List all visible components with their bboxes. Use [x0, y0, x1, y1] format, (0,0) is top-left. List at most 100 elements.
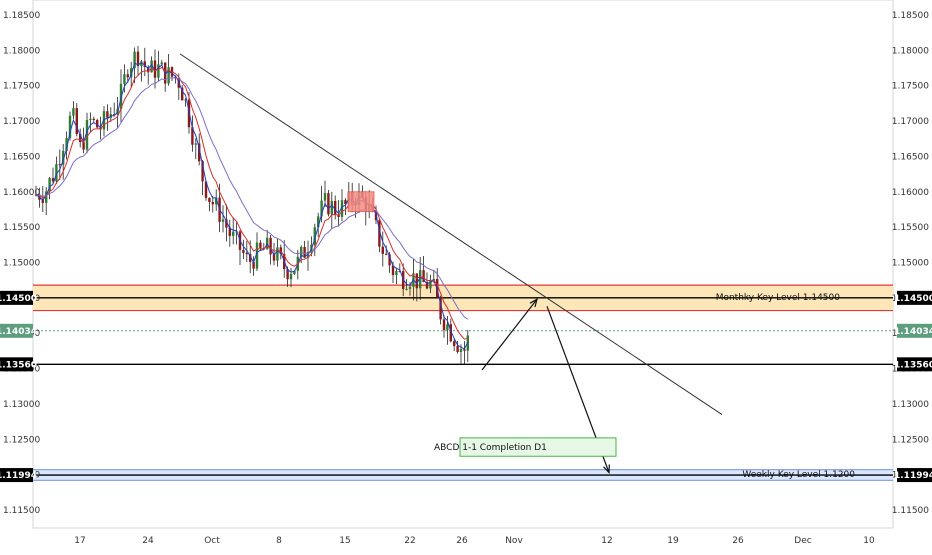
price-badge-right: 1.14500 — [894, 290, 932, 305]
price-badge-right: 1.13560 — [894, 357, 932, 372]
y-tick-label-right: 1.15000 — [892, 259, 929, 269]
supply-box — [347, 191, 375, 212]
y-tick-label-right: 1.18500 — [892, 11, 929, 21]
candle — [252, 256, 255, 276]
y-tick-label-right: 1.16500 — [892, 152, 929, 162]
candle — [215, 189, 218, 211]
x-tick-label: Nov — [505, 536, 523, 546]
x-tick-label: 24 — [142, 536, 154, 546]
candle — [106, 104, 109, 131]
candle — [45, 187, 48, 216]
candle — [211, 196, 214, 213]
candle — [327, 189, 330, 217]
candle — [453, 338, 456, 352]
x-tick-label: Dec — [794, 536, 811, 546]
candle — [429, 274, 432, 294]
candle — [323, 180, 327, 208]
svg-text:1.14034: 1.14034 — [0, 327, 37, 337]
x-tick-label: 19 — [667, 536, 679, 546]
candle — [160, 59, 163, 65]
svg-text:1.14500: 1.14500 — [0, 294, 37, 304]
ema-fast-line — [35, 62, 469, 350]
zone-label: Weekly Key Level 1.1200 — [742, 470, 855, 480]
candle — [204, 180, 208, 201]
y-tick-label-left: 1.15500 — [3, 223, 40, 233]
x-tick-label: 22 — [404, 536, 415, 546]
candle — [289, 267, 293, 288]
x-tick-label: 8 — [276, 536, 282, 546]
candle — [191, 115, 194, 152]
svg-text:1.14500: 1.14500 — [894, 294, 932, 304]
price-badge-left: 1.14034 — [0, 323, 37, 338]
candle — [143, 47, 146, 77]
candle — [317, 212, 320, 238]
y-tick-label-left: 1.16000 — [3, 188, 40, 198]
y-tick-label-right: 1.15500 — [892, 223, 929, 233]
candle — [344, 198, 347, 216]
y-tick-label-right: 1.11500 — [892, 506, 929, 516]
candle — [75, 103, 78, 137]
candle — [133, 47, 136, 84]
price-badge-left: 1.11994 — [0, 468, 37, 483]
abcd-completion-label: ABCD 1-1 Completion D1 — [434, 443, 547, 453]
candle — [184, 98, 187, 107]
candle — [225, 204, 228, 242]
candle — [65, 131, 68, 160]
candle — [395, 267, 398, 285]
candle — [320, 185, 323, 223]
svg-text:1.13560: 1.13560 — [894, 360, 932, 370]
arrow-up-to-retest[interactable] — [481, 298, 538, 371]
candle — [96, 118, 99, 129]
candle — [208, 197, 211, 212]
candle — [276, 237, 279, 267]
y-tick-label-left: 1.17500 — [3, 82, 40, 92]
candle — [194, 138, 197, 160]
price-badge-right: 1.14034 — [894, 323, 932, 338]
svg-text:1.14034: 1.14034 — [894, 327, 932, 337]
x-tick-label: 15 — [339, 536, 350, 546]
x-tick-label: 17 — [74, 536, 85, 546]
x-tick-label: 26 — [732, 536, 744, 546]
x-tick-label: 26 — [456, 536, 468, 546]
candle — [126, 69, 129, 83]
price-badge-left: 1.14500 — [0, 290, 37, 305]
candle — [228, 219, 231, 247]
y-tick-label-right: 1.17500 — [892, 82, 929, 92]
y-tick-label-right: 1.18000 — [892, 46, 929, 56]
descending-trendline[interactable] — [179, 53, 723, 415]
candle — [334, 195, 337, 220]
candle — [79, 128, 82, 148]
candle — [221, 205, 225, 233]
candle — [174, 75, 177, 84]
candle — [330, 191, 333, 230]
candle — [378, 219, 381, 253]
x-tick-label: 12 — [601, 536, 612, 546]
candle — [381, 231, 384, 267]
y-tick-label-left: 1.18500 — [3, 11, 40, 21]
candle — [232, 217, 235, 245]
abcd-completion-zone — [459, 437, 617, 457]
candle — [405, 279, 408, 291]
y-tick-label-left: 1.17000 — [3, 117, 40, 127]
candle — [51, 167, 55, 184]
candle — [439, 295, 442, 325]
zone-label: Monthky Key Level 1.14500 — [716, 293, 841, 303]
price-badge-left: 1.13560 — [0, 357, 37, 372]
y-tick-label-left: 1.15000 — [3, 259, 40, 269]
candle — [136, 46, 140, 76]
y-tick-label-left: 1.18000 — [3, 46, 40, 56]
candle — [72, 101, 75, 120]
candle — [85, 112, 89, 154]
candle — [442, 315, 446, 338]
y-tick-label-left: 1.11500 — [3, 506, 40, 516]
candle — [89, 112, 92, 132]
candle — [62, 144, 65, 180]
candle — [68, 111, 72, 141]
candle — [157, 50, 160, 82]
candle — [58, 149, 61, 180]
candle — [463, 341, 466, 365]
y-tick-label-left: 1.16500 — [3, 152, 40, 162]
candle — [419, 256, 422, 300]
y-tick-label-right: 1.12500 — [892, 435, 929, 445]
